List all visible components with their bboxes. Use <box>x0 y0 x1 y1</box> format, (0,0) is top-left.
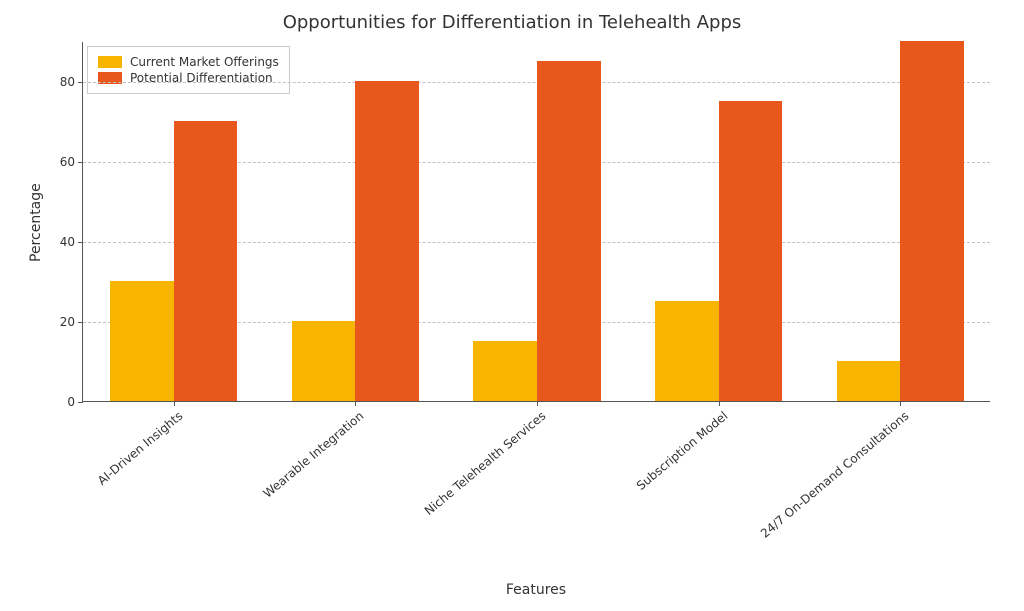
bar-current <box>837 361 901 401</box>
y-axis-label: Percentage <box>28 183 44 262</box>
x-tick-label: Subscription Model <box>627 401 730 493</box>
x-tick-mark <box>355 401 356 406</box>
chart-title: Opportunities for Differentiation in Tel… <box>0 12 1024 33</box>
legend: Current Market OfferingsPotential Differ… <box>87 46 290 94</box>
bar-potential <box>355 81 419 401</box>
legend-item: Current Market Offerings <box>98 55 279 69</box>
x-tick-label: Wearable Integration <box>255 401 367 501</box>
x-tick-label: 24/7 On-Demand Consultations <box>752 401 912 541</box>
legend-swatch <box>98 56 122 68</box>
bar-current <box>655 301 719 401</box>
y-tick-mark <box>78 402 83 403</box>
x-tick-label: Niche Telehealth Services <box>415 401 548 518</box>
chart-container: Opportunities for Differentiation in Tel… <box>0 0 1024 611</box>
bar-potential <box>537 61 601 401</box>
bar-current <box>473 341 537 401</box>
bar-potential <box>900 41 964 401</box>
y-tick-mark <box>78 242 83 243</box>
bar-current <box>292 321 356 401</box>
plot-area: Current Market OfferingsPotential Differ… <box>82 42 990 402</box>
y-tick-mark <box>78 322 83 323</box>
bar-current <box>110 281 174 401</box>
x-axis-label: Features <box>82 582 990 598</box>
legend-label: Current Market Offerings <box>130 55 279 69</box>
y-tick-mark <box>78 162 83 163</box>
y-tick-mark <box>78 82 83 83</box>
x-tick-label: AI-Driven Insights <box>88 401 185 488</box>
bar-potential <box>719 101 783 401</box>
bar-potential <box>174 121 238 401</box>
